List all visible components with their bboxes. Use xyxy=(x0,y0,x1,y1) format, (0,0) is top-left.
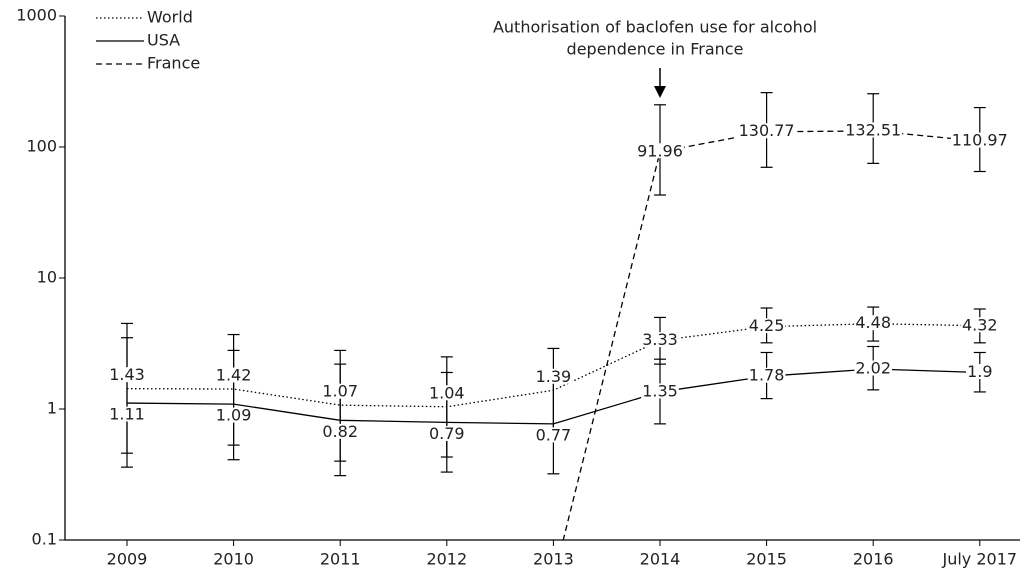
data-label-bg xyxy=(747,318,786,334)
data-label: 1.43 xyxy=(109,365,145,384)
y-tick-label: 10 xyxy=(37,268,57,287)
x-tick-label: 2013 xyxy=(533,550,574,569)
x-tick-label: 2010 xyxy=(213,550,254,569)
x-tick-label: 2016 xyxy=(853,550,894,569)
data-label-bg xyxy=(854,360,893,376)
x-tick-label: 2015 xyxy=(746,550,787,569)
data-label-bg xyxy=(950,132,1009,148)
data-label: 1.09 xyxy=(216,406,252,425)
data-label: 130.77 xyxy=(739,121,795,140)
data-label: 1.07 xyxy=(322,382,358,401)
data-label: 1.11 xyxy=(109,405,145,424)
data-label: 1.39 xyxy=(536,367,572,386)
data-label: 1.04 xyxy=(429,383,465,402)
legend-label: World xyxy=(147,8,193,27)
data-label-bg xyxy=(214,407,253,423)
data-label-bg xyxy=(636,143,684,159)
data-label-bg xyxy=(108,406,146,422)
data-label-bg xyxy=(427,385,466,401)
series-line xyxy=(562,130,980,540)
annotation-arrow-head xyxy=(654,86,666,98)
data-label: 1.9 xyxy=(967,362,992,381)
data-label: 4.25 xyxy=(749,316,785,335)
annotation: dependence in France xyxy=(567,40,744,59)
data-label: 4.48 xyxy=(855,313,891,332)
data-label-bg xyxy=(844,122,903,138)
annotation: Authorisation of baclofen use for alcoho… xyxy=(493,18,817,37)
x-tick-label: 2014 xyxy=(640,550,681,569)
data-label: 2.02 xyxy=(855,358,891,377)
data-label-bg xyxy=(321,383,360,399)
data-label-bg xyxy=(854,315,893,331)
data-label-bg xyxy=(534,427,573,443)
data-label-bg xyxy=(321,423,360,439)
data-label: 1.42 xyxy=(216,366,252,385)
data-label: 0.79 xyxy=(429,424,465,443)
data-label-bg xyxy=(641,332,679,348)
legend-label: France xyxy=(147,54,200,73)
data-label-bg xyxy=(534,368,573,384)
series-line xyxy=(126,368,980,425)
series-line xyxy=(126,323,980,408)
plot-area xyxy=(121,92,986,540)
data-label: 1.78 xyxy=(749,366,785,385)
y-tick-label: 0.1 xyxy=(32,530,57,549)
x-tick-label: 2011 xyxy=(320,550,361,569)
y-tick-label: 100 xyxy=(26,137,57,156)
data-label: 4.32 xyxy=(962,315,998,334)
data-label-bg xyxy=(966,363,994,379)
data-label: 132.51 xyxy=(845,120,901,139)
data-label: 3.33 xyxy=(642,330,678,349)
data-label-bg xyxy=(427,425,466,441)
y-tick-label: 1 xyxy=(47,399,57,418)
legend-label: USA xyxy=(147,31,180,50)
x-tick-label: 2009 xyxy=(107,550,148,569)
data-label-bg xyxy=(641,383,679,399)
y-tick-label: 1000 xyxy=(16,6,57,25)
data-label-bg xyxy=(960,317,999,333)
data-label-bg xyxy=(108,367,146,383)
data-label-bg xyxy=(737,123,796,139)
data-label-bg xyxy=(747,367,786,383)
data-label: 0.82 xyxy=(322,422,358,441)
x-tick-label: 2012 xyxy=(426,550,467,569)
data-label: 110.97 xyxy=(952,131,1008,150)
data-label: 0.77 xyxy=(536,425,572,444)
data-label: 1.35 xyxy=(642,381,678,400)
data-label-bg xyxy=(214,367,253,383)
data-label: 91.96 xyxy=(637,141,683,160)
x-tick-label: July 2017 xyxy=(942,550,1018,569)
